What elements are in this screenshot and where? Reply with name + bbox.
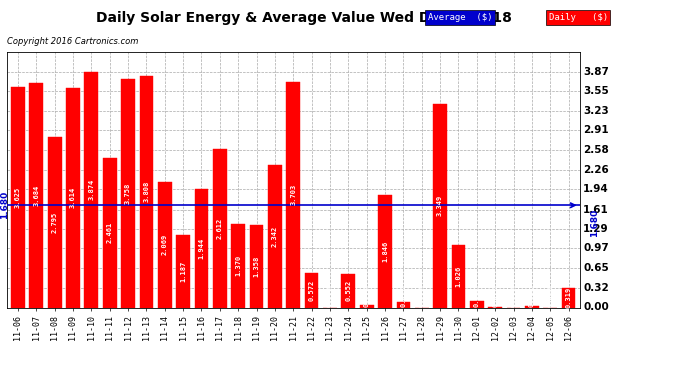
Bar	[342, 274, 355, 308]
Text: 1.61: 1.61	[583, 204, 609, 214]
Text: 0.000: 0.000	[327, 286, 333, 307]
Text: 0.319: 0.319	[566, 287, 571, 308]
Text: 1.026: 1.026	[455, 266, 462, 287]
Text: 3.758: 3.758	[125, 183, 131, 204]
Text: 2.58: 2.58	[583, 146, 609, 156]
Bar	[139, 76, 153, 307]
Text: 3.55: 3.55	[583, 87, 609, 96]
Bar	[11, 87, 25, 308]
Text: 3.874: 3.874	[88, 179, 95, 200]
Bar	[286, 82, 300, 308]
Bar	[48, 137, 61, 308]
Text: 3.349: 3.349	[437, 195, 443, 216]
Text: 3.23: 3.23	[583, 106, 609, 116]
Text: 1.29: 1.29	[583, 224, 609, 234]
Bar	[30, 83, 43, 308]
Bar	[378, 195, 392, 308]
Text: Copyright 2016 Cartronics.com: Copyright 2016 Cartronics.com	[7, 38, 138, 46]
Text: 1.680: 1.680	[0, 191, 9, 219]
Bar	[489, 307, 502, 308]
Bar	[268, 165, 282, 308]
Text: 3.703: 3.703	[290, 184, 296, 206]
Text: 2.26: 2.26	[583, 165, 609, 175]
Bar	[451, 245, 465, 308]
Text: 1.358: 1.358	[253, 255, 259, 277]
Bar	[213, 148, 227, 308]
Text: 0.000: 0.000	[547, 286, 553, 307]
Bar	[66, 87, 80, 308]
Text: 2.069: 2.069	[161, 234, 168, 255]
Text: 2.342: 2.342	[272, 226, 278, 247]
Text: 0.048: 0.048	[364, 286, 370, 307]
Text: 2.795: 2.795	[52, 212, 58, 233]
Text: 1.370: 1.370	[235, 255, 242, 276]
Text: 0.013: 0.013	[492, 286, 498, 307]
Text: 1.944: 1.944	[199, 238, 204, 259]
Text: 0.021: 0.021	[529, 286, 535, 307]
Bar	[305, 273, 319, 308]
Text: 1.846: 1.846	[382, 241, 388, 262]
Text: 3.684: 3.684	[33, 185, 39, 206]
Bar	[525, 306, 539, 308]
Text: 0.552: 0.552	[345, 280, 351, 302]
Bar	[470, 301, 484, 307]
Bar	[359, 304, 373, 307]
Text: 0.97: 0.97	[583, 243, 609, 254]
Bar	[250, 225, 264, 308]
Text: 0.65: 0.65	[583, 263, 609, 273]
Text: 0.572: 0.572	[308, 279, 315, 301]
Bar	[397, 302, 411, 307]
Text: 0.00: 0.00	[583, 303, 609, 312]
Text: 1.680: 1.680	[590, 209, 599, 237]
Text: 0.000: 0.000	[511, 286, 517, 307]
Bar	[121, 79, 135, 308]
Text: Daily   ($): Daily ($)	[549, 13, 608, 22]
Text: 0.093: 0.093	[400, 286, 406, 307]
Bar	[433, 104, 447, 308]
Text: 1.187: 1.187	[180, 261, 186, 282]
Text: 2.91: 2.91	[583, 125, 609, 135]
Text: 1.94: 1.94	[583, 184, 609, 194]
Text: 3.808: 3.808	[144, 181, 150, 202]
Text: Daily Solar Energy & Average Value Wed Dec 7 16:18: Daily Solar Energy & Average Value Wed D…	[96, 11, 511, 25]
Text: 3.614: 3.614	[70, 187, 76, 208]
Text: 3.87: 3.87	[583, 67, 609, 77]
Text: 0.000: 0.000	[419, 286, 425, 307]
Text: 2.461: 2.461	[107, 222, 112, 243]
Bar	[195, 189, 208, 308]
Text: 3.625: 3.625	[15, 187, 21, 208]
Text: 0.112: 0.112	[474, 286, 480, 307]
Bar	[231, 224, 245, 308]
Text: 0.32: 0.32	[583, 283, 609, 293]
Bar	[562, 288, 575, 308]
Bar	[176, 235, 190, 308]
Bar	[103, 158, 117, 308]
Text: 2.612: 2.612	[217, 217, 223, 238]
Text: Average  ($): Average ($)	[428, 13, 492, 22]
Bar	[158, 182, 172, 308]
Bar	[84, 72, 98, 308]
